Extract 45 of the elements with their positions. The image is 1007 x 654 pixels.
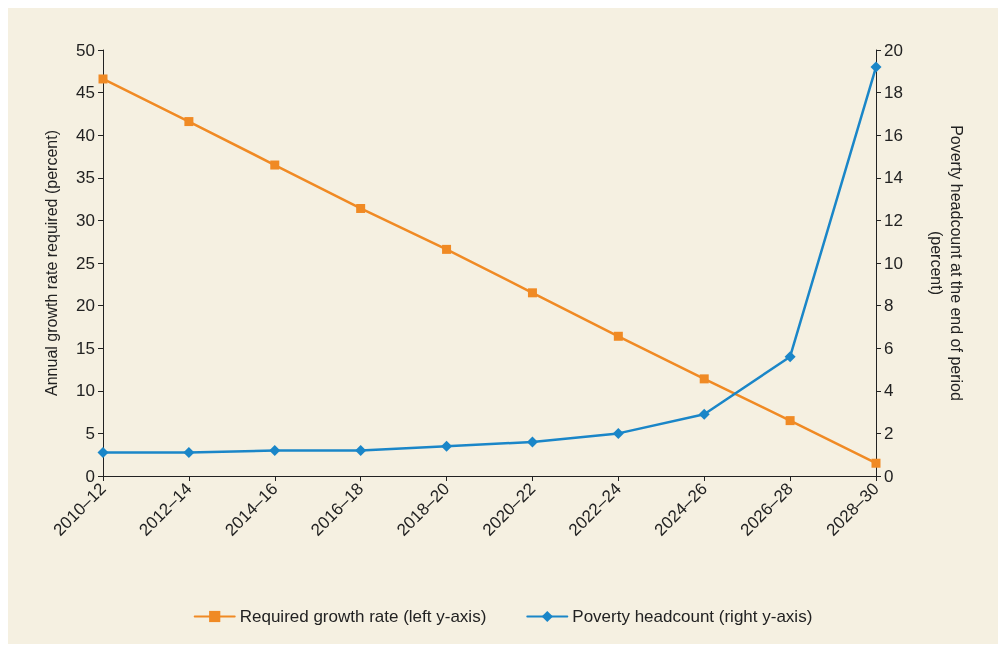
legend-label: Required growth rate (left y-axis) [239, 607, 487, 626]
y-tick-label: 35 [76, 168, 95, 188]
point [442, 244, 452, 254]
y-tick-label: 40 [76, 125, 95, 145]
y2-tick-label: 8 [884, 296, 894, 316]
point [183, 447, 195, 459]
point [698, 408, 710, 420]
point [184, 117, 194, 127]
y-axis-title: Annual growth rate required (percent) [42, 130, 60, 396]
point [612, 427, 624, 439]
y2-axis-title: Poverty headcount at the end of period (percent) [927, 125, 965, 401]
y2-tick-label: 0 [884, 466, 894, 486]
y2-tick-label: 20 [884, 40, 903, 60]
y-tick-label: 25 [76, 253, 95, 273]
y2-tick-label: 14 [884, 168, 903, 188]
point [785, 416, 795, 426]
point [870, 61, 882, 73]
y-tick-label: 0 [85, 466, 95, 486]
y-tick-label: 50 [76, 40, 95, 60]
point [441, 440, 453, 452]
point [270, 160, 280, 170]
y-tick-label: 15 [76, 338, 95, 358]
y-tick-label: 10 [76, 381, 95, 401]
y2-tick-label: 10 [884, 253, 903, 273]
point [784, 351, 796, 363]
y-tick-label: 20 [76, 296, 95, 316]
y-tick-label: 45 [76, 83, 95, 103]
point [699, 374, 709, 384]
y2-tick-label: 12 [884, 210, 903, 230]
point [355, 444, 367, 456]
y2-tick-label: 6 [884, 338, 894, 358]
legend-label: Poverty headcount (right y-axis) [572, 607, 813, 626]
point [269, 444, 281, 456]
point [97, 447, 109, 459]
y-tick-label: 5 [85, 423, 95, 443]
point [98, 74, 108, 84]
point [871, 458, 881, 468]
point [527, 288, 537, 298]
y2-tick-label: 4 [884, 381, 894, 401]
y2-tick-label: 16 [884, 125, 903, 145]
y2-tick-label: 18 [884, 83, 903, 103]
point [613, 331, 623, 341]
y-tick-label: 30 [76, 210, 95, 230]
y2-tick-label: 2 [884, 423, 894, 443]
point [356, 203, 366, 213]
